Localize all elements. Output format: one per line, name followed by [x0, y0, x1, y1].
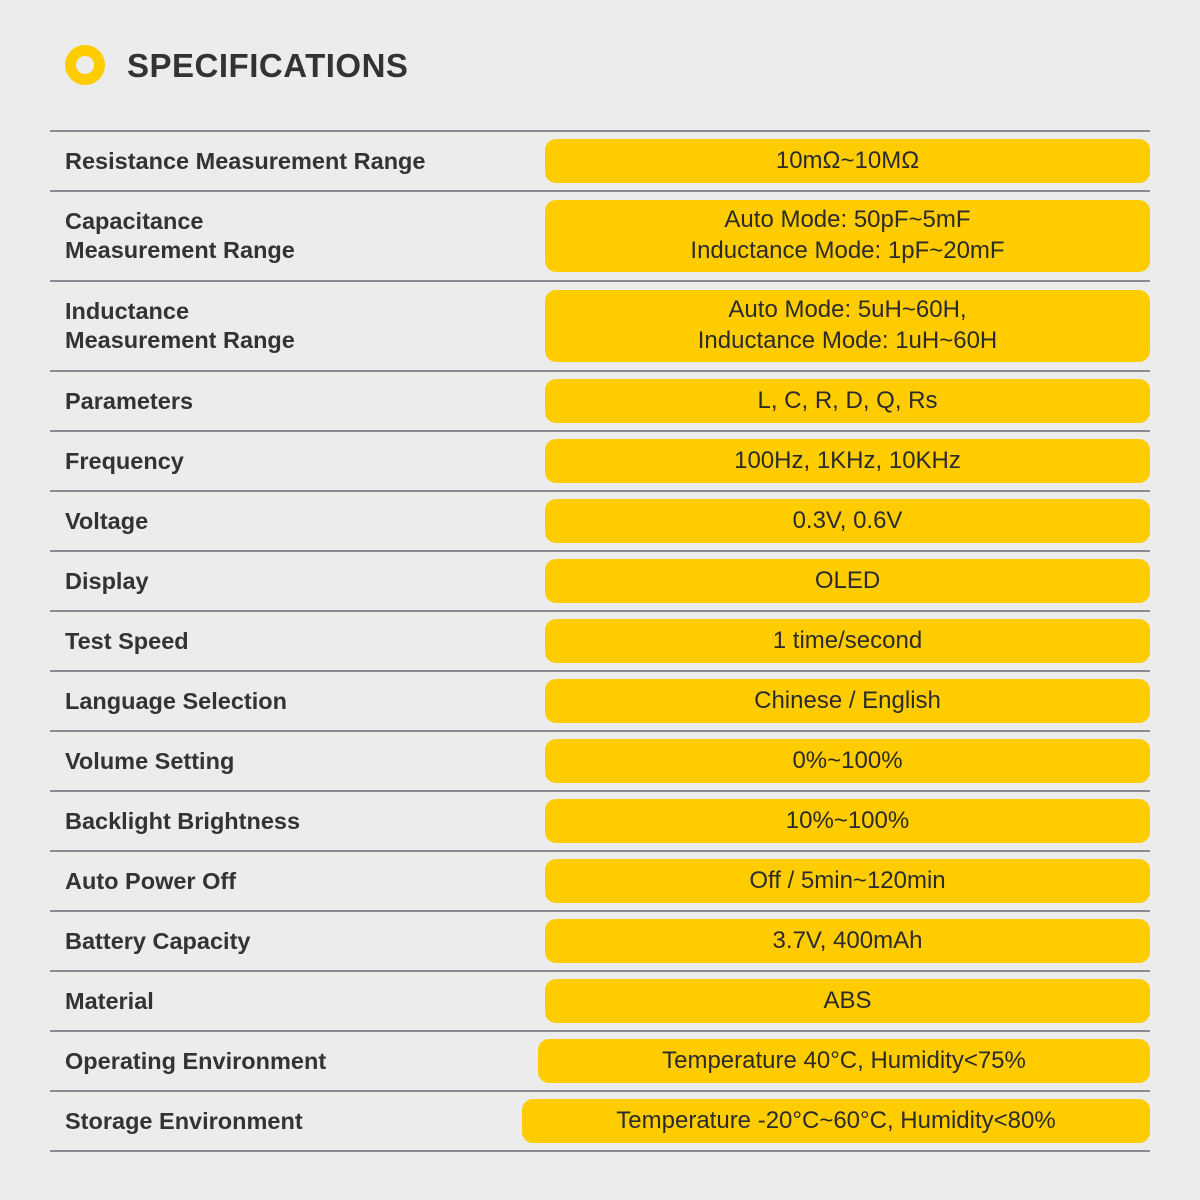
spec-label: Resistance Measurement Range — [65, 147, 426, 174]
spec-label: Language Selection — [65, 687, 287, 714]
spec-value-pill: 0%~100% — [545, 739, 1150, 783]
ring-icon — [65, 45, 105, 85]
spec-value-pill: 10mΩ~10MΩ — [545, 139, 1150, 183]
spec-value-pill: 0.3V, 0.6V — [545, 499, 1150, 543]
page-title: SPECIFICATIONS — [127, 46, 409, 84]
spec-value-pill: OLED — [545, 559, 1150, 603]
spec-value-pill: Temperature -20°C~60°C, Humidity<80% — [522, 1099, 1150, 1143]
table-row: Language Selection Chinese / English — [50, 672, 1150, 732]
spec-label: Test Speed — [65, 627, 189, 654]
spec-value-cell: 0%~100% — [535, 739, 1150, 783]
spec-value-cell: ABS — [535, 979, 1150, 1023]
spec-label: Display — [65, 567, 149, 594]
spec-value-cell: 100Hz, 1KHz, 10KHz — [535, 439, 1150, 483]
spec-value-pill: 10%~100% — [545, 799, 1150, 843]
spec-label: Operating Environment — [65, 1047, 327, 1074]
spec-label: Frequency — [65, 447, 184, 474]
spec-value-pill: Auto Mode: 5uH~60H, Inductance Mode: 1uH… — [545, 290, 1150, 362]
spec-value-cell: 0.3V, 0.6V — [535, 499, 1150, 543]
page-header: SPECIFICATIONS — [50, 0, 1150, 130]
spec-value-pill: 1 time/second — [545, 619, 1150, 663]
spec-value-cell: 3.7V, 400mAh — [535, 919, 1150, 963]
spec-label: Capacitance Measurement Range — [65, 208, 295, 263]
spec-value-pill: 100Hz, 1KHz, 10KHz — [545, 439, 1150, 483]
spec-value-cell: OLED — [535, 559, 1150, 603]
table-row: Storage Environment Temperature -20°C~60°… — [50, 1092, 1150, 1152]
spec-label: Storage Environment — [65, 1107, 303, 1134]
table-row: Frequency 100Hz, 1KHz, 10KHz — [50, 432, 1150, 492]
spec-value-pill: 3.7V, 400mAh — [545, 919, 1150, 963]
table-row: Operating Environment Temperature 40°C, H… — [50, 1032, 1150, 1092]
spec-label: Backlight Brightness — [65, 807, 301, 834]
spec-value-pill: Auto Mode: 50pF~5mF Inductance Mode: 1pF… — [545, 200, 1150, 272]
spec-value-cell: 10%~100% — [535, 799, 1150, 843]
table-row: Volume Setting 0%~100% — [50, 732, 1150, 792]
spec-value-pill: ABS — [545, 979, 1150, 1023]
spec-label: Battery Capacity — [65, 927, 251, 954]
table-row: Battery Capacity 3.7V, 400mAh — [50, 912, 1150, 972]
table-row: Display OLED — [50, 552, 1150, 612]
specifications-table: Resistance Measurement Range 10mΩ~10MΩ Cap… — [50, 130, 1150, 1152]
table-row: Material ABS — [50, 972, 1150, 1032]
table-row: Inductance Measurement Range Auto Mode: 5… — [50, 282, 1150, 372]
spec-value-cell: 1 time/second — [535, 619, 1150, 663]
spec-label: Inductance Measurement Range — [65, 298, 295, 353]
spec-value-pill: Temperature 40°C, Humidity<75% — [538, 1039, 1150, 1083]
spec-label: Auto Power Off — [65, 867, 237, 894]
spec-label: Parameters — [65, 387, 194, 414]
spec-label: Voltage — [65, 507, 149, 534]
spec-value-cell: Temperature 40°C, Humidity<75% — [535, 1039, 1150, 1083]
spec-value-cell: 10mΩ~10MΩ — [535, 139, 1150, 183]
table-row: Resistance Measurement Range 10mΩ~10MΩ — [50, 132, 1150, 192]
spec-value-pill: L, C, R, D, Q, Rs — [545, 379, 1150, 423]
spec-value-pill: Off / 5min~120min — [545, 859, 1150, 903]
spec-value-pill: Chinese / English — [545, 679, 1150, 723]
table-row: Auto Power Off Off / 5min~120min — [50, 852, 1150, 912]
spec-value-cell: Auto Mode: 50pF~5mF Inductance Mode: 1pF… — [535, 200, 1150, 272]
table-row: Backlight Brightness 10%~100% — [50, 792, 1150, 852]
table-row: Parameters L, C, R, D, Q, Rs — [50, 372, 1150, 432]
spec-value-cell: Chinese / English — [535, 679, 1150, 723]
table-row: Capacitance Measurement Range Auto Mode: … — [50, 192, 1150, 282]
spec-value-cell: Auto Mode: 5uH~60H, Inductance Mode: 1uH… — [535, 290, 1150, 362]
spec-label: Material — [65, 987, 154, 1014]
spec-value-cell: Temperature -20°C~60°C, Humidity<80% — [522, 1099, 1150, 1143]
spec-value-cell: L, C, R, D, Q, Rs — [535, 379, 1150, 423]
spec-label: Volume Setting — [65, 747, 235, 774]
table-row: Voltage 0.3V, 0.6V — [50, 492, 1150, 552]
table-row: Test Speed 1 time/second — [50, 612, 1150, 672]
spec-value-cell: Off / 5min~120min — [535, 859, 1150, 903]
